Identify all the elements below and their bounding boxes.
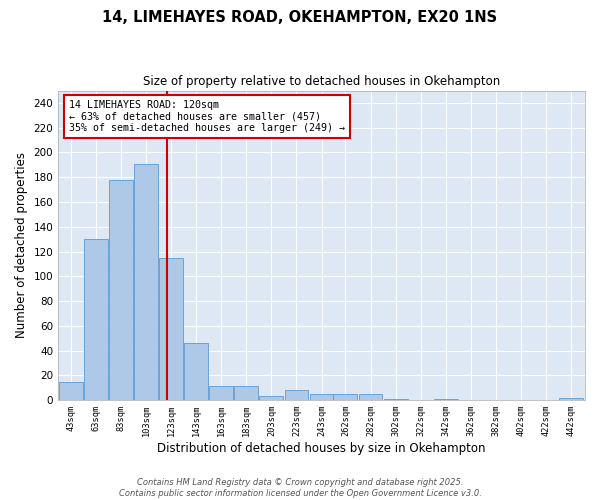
Bar [209,386,233,400]
Bar [383,399,407,400]
Bar [559,398,583,400]
Bar [235,386,258,400]
Y-axis label: Number of detached properties: Number of detached properties [15,152,28,338]
Text: Contains HM Land Registry data © Crown copyright and database right 2025.
Contai: Contains HM Land Registry data © Crown c… [119,478,481,498]
Text: 14, LIMEHAYES ROAD, OKEHAMPTON, EX20 1NS: 14, LIMEHAYES ROAD, OKEHAMPTON, EX20 1NS [103,10,497,25]
Bar [359,394,382,400]
Bar [159,258,183,400]
Bar [310,394,334,400]
Bar [434,399,458,400]
Bar [259,396,283,400]
Text: 14 LIMEHAYES ROAD: 120sqm
← 63% of detached houses are smaller (457)
35% of semi: 14 LIMEHAYES ROAD: 120sqm ← 63% of detac… [69,100,345,133]
Bar [59,382,83,400]
Title: Size of property relative to detached houses in Okehampton: Size of property relative to detached ho… [143,75,500,88]
Bar [134,164,158,400]
Bar [334,394,358,400]
Bar [109,180,133,400]
Bar [84,239,108,400]
Bar [184,343,208,400]
Bar [284,390,308,400]
X-axis label: Distribution of detached houses by size in Okehampton: Distribution of detached houses by size … [157,442,486,455]
